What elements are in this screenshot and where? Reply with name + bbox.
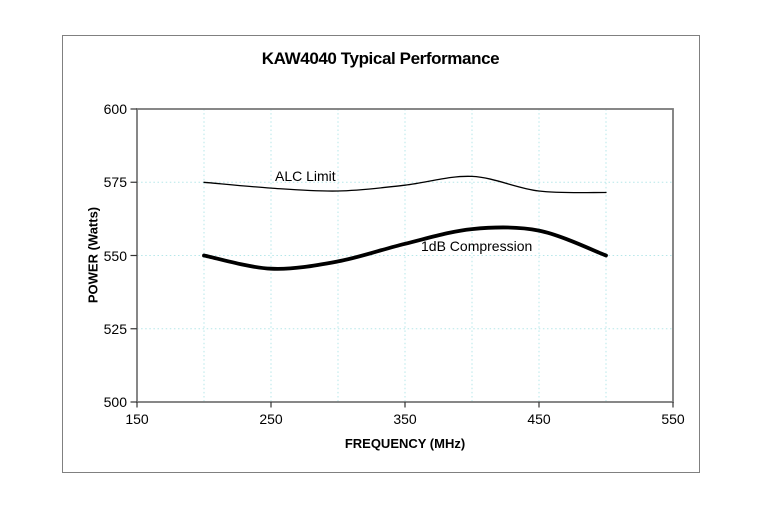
- x-tick-label: 250: [259, 411, 283, 427]
- y-tick-label: 575: [103, 174, 127, 191]
- chart-frame: [62, 35, 700, 473]
- x-tick-label: 450: [527, 411, 551, 427]
- y-tick-label: 500: [103, 394, 127, 410]
- y-tick-label: 525: [103, 320, 127, 337]
- y-tick-label: 550: [103, 247, 127, 264]
- series-label-1db-compression: 1dB Compression: [421, 238, 533, 254]
- x-axis-title: FREQUENCY (MHz): [344, 436, 466, 451]
- x-tick-label: 150: [125, 411, 149, 427]
- x-tick-label: 350: [393, 411, 417, 427]
- x-tick-label: 550: [661, 411, 685, 427]
- series-line-alc-limit: [203, 175, 607, 194]
- series-line-1db-compression: [202, 225, 608, 271]
- series-label-alc-limit: ALC Limit: [275, 168, 336, 184]
- y-axis-title: POWER (Watts): [85, 206, 101, 304]
- chart-title: KAW4040 Typical Performance: [261, 49, 500, 68]
- y-tick-label: 600: [103, 101, 127, 117]
